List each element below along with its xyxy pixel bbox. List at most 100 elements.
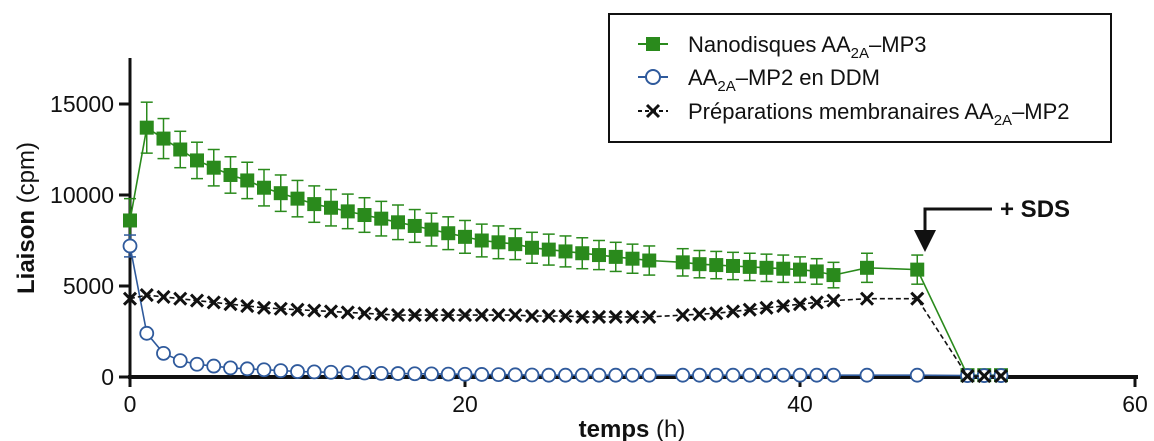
data-point-square	[223, 167, 238, 182]
data-point-circle	[826, 367, 841, 383]
data-point-circle	[692, 367, 707, 383]
data-point-cross	[474, 308, 489, 323]
data-point-cross	[240, 298, 255, 314]
data-point-square	[491, 235, 506, 250]
data-point-square	[675, 255, 690, 270]
legend-square-marker	[646, 37, 660, 51]
data-point-square	[508, 237, 523, 252]
data-point-square	[407, 218, 422, 233]
data-point-cross	[122, 291, 138, 306]
data-point-square	[776, 261, 791, 276]
data-point-square	[608, 249, 623, 264]
data-point-cross	[256, 300, 272, 315]
data-point-cross	[776, 298, 791, 314]
data-point-square	[826, 268, 841, 283]
data-point-circle	[859, 367, 875, 383]
data-point-circle	[725, 367, 741, 383]
data-point-square	[709, 258, 724, 273]
data-point-square	[391, 215, 405, 230]
data-point-square	[357, 208, 372, 223]
data-point-circle	[541, 367, 557, 383]
ticks: 0 20 40 60 0 5000 10000 15000	[50, 91, 1148, 417]
data-point-cross	[725, 304, 741, 319]
data-point-cross	[558, 308, 573, 324]
data-point-square	[759, 260, 774, 275]
data-point-circle	[591, 367, 607, 383]
data-point-cross	[675, 308, 690, 323]
data-point-circle	[290, 364, 305, 379]
data-point-cross	[457, 308, 473, 323]
y-tick-label: 15000	[50, 91, 114, 117]
data-point-cross	[993, 369, 1009, 384]
data-point-square	[474, 233, 489, 248]
data-point-square	[726, 258, 740, 273]
x-tick-label: 40	[787, 391, 813, 417]
legend-entry-ddm: AA2A–MP2 en DDM	[638, 65, 880, 95]
data-point-square	[910, 262, 925, 277]
data-point-square	[592, 248, 606, 263]
data-point-cross	[206, 295, 221, 310]
x-tick-label: 60	[1122, 391, 1148, 417]
data-point-cross	[424, 308, 439, 323]
data-point-circle	[574, 367, 590, 383]
data-point-circle	[390, 366, 406, 381]
legend-entry-membranes: Préparations membranaires AA2A–MP2	[638, 99, 1070, 129]
data-point-square	[441, 226, 456, 241]
data-point-cross	[290, 302, 305, 317]
data-point-circle	[759, 367, 774, 383]
data-point-square	[793, 262, 807, 277]
data-point-circle	[457, 366, 473, 382]
data-point-cross	[809, 295, 824, 310]
data-point-square	[123, 213, 137, 228]
x-tick-label: 20	[452, 391, 478, 417]
data-point-cross	[742, 302, 757, 317]
data-point-circle	[708, 367, 724, 383]
data-point-circle	[122, 238, 138, 254]
legend-label: Préparations membranaires AA2A–MP2	[688, 99, 1070, 129]
data-point-square	[173, 142, 188, 157]
data-point-square	[139, 120, 154, 135]
data-point-circle	[373, 365, 389, 381]
data-point-circle	[156, 345, 171, 361]
data-point-cross	[307, 303, 322, 318]
annotation-text: + SDS	[1000, 196, 1070, 223]
data-point-cross	[625, 309, 640, 325]
data-point-circle	[306, 364, 322, 380]
y-tick-label: 0	[101, 364, 114, 390]
data-point-circle	[273, 363, 289, 379]
data-point-cross	[759, 300, 774, 315]
data-point-cross	[608, 309, 623, 325]
data-point-cross	[390, 308, 406, 323]
data-point-circle	[172, 353, 188, 369]
data-point-square	[809, 264, 824, 279]
data-point-circle	[206, 358, 222, 374]
data-point-cross	[977, 369, 992, 384]
series-2	[122, 288, 1009, 384]
data-point-circle	[558, 367, 573, 383]
data-point-cross	[323, 304, 339, 319]
data-point-square	[742, 259, 757, 274]
data-point-circle	[256, 362, 272, 378]
data-point-square	[541, 242, 556, 257]
data-point-square	[625, 251, 640, 266]
data-point-cross	[541, 308, 556, 324]
data-point-circle	[323, 364, 339, 380]
data-point-square	[424, 222, 439, 237]
data-point-circle	[641, 367, 657, 383]
x-axis-title: temps (h)	[579, 416, 686, 441]
data-point-square	[240, 173, 255, 188]
plot-area	[122, 101, 1009, 384]
data-point-circle	[357, 365, 372, 381]
data-point-square	[558, 244, 573, 259]
data-point-square	[307, 197, 322, 212]
data-point-circle	[608, 367, 624, 383]
data-point-square	[290, 191, 305, 206]
data-point-square	[458, 229, 472, 244]
legend: Nanodisques AA2A–MP3 AA2A–MP2 en DDM Pré…	[608, 13, 1112, 143]
data-point-cross	[508, 308, 523, 323]
data-point-circle	[239, 361, 255, 377]
data-point-square	[642, 253, 657, 268]
data-point-circle	[524, 367, 540, 383]
data-point-square	[525, 240, 539, 255]
